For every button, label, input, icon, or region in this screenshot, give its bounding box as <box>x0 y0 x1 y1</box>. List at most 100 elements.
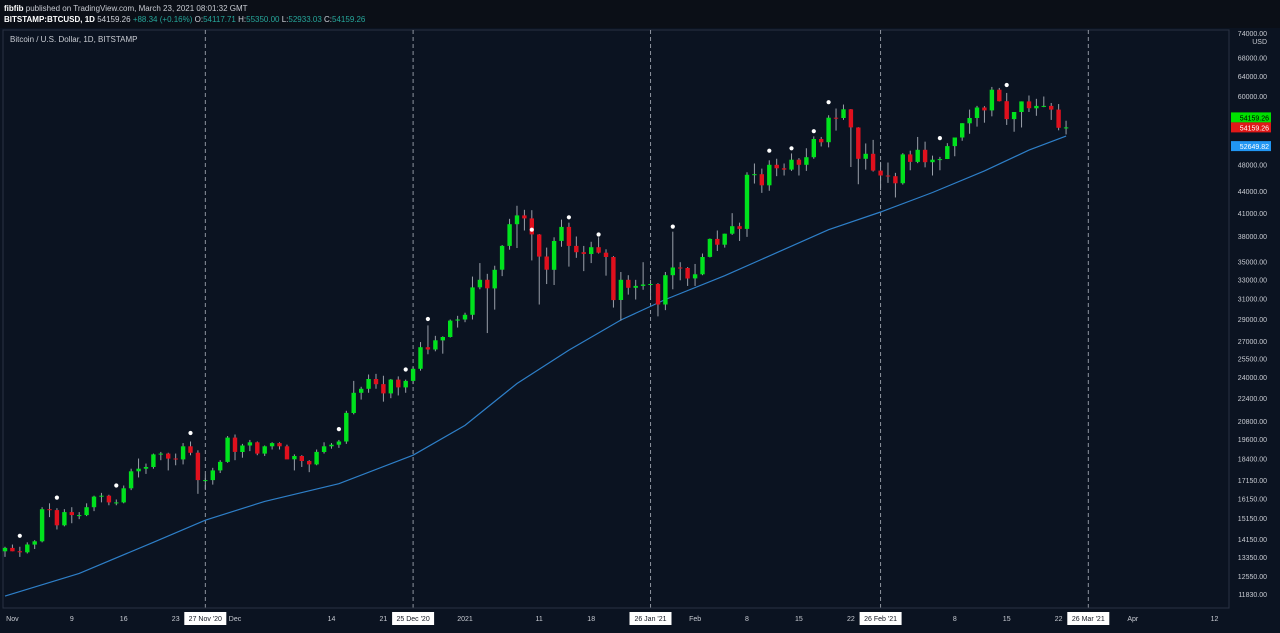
candle-up <box>841 109 846 118</box>
candle-down <box>106 495 112 503</box>
moving-average-line <box>4 135 1067 597</box>
candle-down <box>307 461 312 465</box>
signal-dot <box>425 316 430 322</box>
last-price: 54159.26 <box>97 15 131 24</box>
candle-up <box>633 285 638 288</box>
time-tick-label: 22 <box>1055 616 1063 623</box>
candle-down <box>195 452 201 481</box>
candle-down <box>17 551 22 553</box>
candle-up <box>900 154 905 184</box>
high-value: 55350.00 <box>246 15 280 24</box>
price-tick-label: 11830.00 <box>1238 592 1267 599</box>
signal-dot <box>826 100 831 105</box>
time-tick-label: 8 <box>953 616 957 623</box>
candle-up <box>744 174 750 229</box>
candle-down <box>47 509 52 511</box>
candle-down <box>796 159 802 165</box>
candle-up <box>351 392 356 413</box>
candle-up <box>648 284 653 285</box>
candle-up <box>960 123 965 138</box>
signal-dot <box>403 367 408 372</box>
symbol-label[interactable]: BITSTAMP:BTCUSD, 1D <box>4 15 95 24</box>
candle-up <box>433 340 438 350</box>
price-axis[interactable]: 74000.00USD68000.0064000.0060000.0056000… <box>1228 30 1267 608</box>
candle-down <box>485 279 490 289</box>
candle-up <box>1034 105 1039 109</box>
candle-down <box>544 256 549 270</box>
price-tick-label: 20800.00 <box>1238 419 1267 426</box>
candle-up <box>62 512 67 526</box>
candle-up <box>180 446 186 460</box>
moving-average <box>4 135 1067 597</box>
candle-up <box>210 470 215 481</box>
price-tick-label: 22400.00 <box>1238 396 1267 403</box>
candle-up <box>952 137 957 147</box>
time-tick-label: 18 <box>587 616 595 623</box>
candle-up <box>388 379 393 394</box>
signal-dot <box>1004 82 1009 88</box>
candle-down <box>54 510 60 526</box>
signal-dot <box>811 129 816 134</box>
candle-up <box>1019 101 1024 112</box>
time-tick-label: 23 <box>172 616 180 623</box>
candle-up <box>99 495 104 497</box>
candle-down <box>819 139 824 143</box>
candle-up <box>403 380 408 388</box>
candle-down <box>885 175 891 177</box>
candle-down <box>574 245 579 253</box>
candle-up <box>722 233 727 245</box>
time-tick-label: 2021 <box>457 616 473 623</box>
candle-up <box>114 502 119 504</box>
candle-up <box>470 287 475 315</box>
price-chart[interactable]: Bitcoin / U.S. Dollar, 1D, BITSTAMP 7400… <box>0 28 1280 633</box>
candle-up <box>418 347 423 369</box>
candle-up <box>91 496 97 508</box>
candle-up <box>440 337 445 341</box>
price-tick-label: 33000.00 <box>1238 277 1267 284</box>
candle-down <box>1049 105 1054 110</box>
time-tick-label: 14 <box>328 616 336 623</box>
author-name[interactable]: fibfib <box>4 4 24 13</box>
time-tick-label: 21 <box>380 616 388 623</box>
time-tick-label: Dec <box>229 616 242 623</box>
candle-up <box>618 279 624 300</box>
candle-up <box>240 445 245 452</box>
candle-down <box>69 512 74 516</box>
price-tag-label: 54159.26 <box>1240 125 1269 132</box>
price-tick-label: 44000.00 <box>1238 189 1267 196</box>
candle-up <box>477 279 483 288</box>
price-tick-label: 48000.00 <box>1238 162 1267 169</box>
candle-down <box>529 218 534 235</box>
candle-up <box>1011 112 1017 120</box>
time-tick-label: Feb <box>689 616 701 623</box>
candle-up <box>589 247 594 254</box>
candle-up <box>789 159 794 170</box>
price-tick-label: 64000.00 <box>1238 74 1267 81</box>
price-tag-box <box>1231 112 1271 123</box>
date-marker-label: 25 Dec '20 <box>396 616 429 623</box>
time-tick-label: Apr <box>1127 616 1139 623</box>
candle-down <box>982 107 987 111</box>
date-marker-box <box>392 612 435 625</box>
candle-up <box>700 257 705 275</box>
price-tick-label: 18400.00 <box>1238 457 1267 464</box>
candle-down <box>232 437 238 452</box>
open-label: O: <box>194 15 204 24</box>
price-tick-label: 25500.00 <box>1238 356 1267 363</box>
candle-up <box>314 451 319 465</box>
price-tick-label: 29000.00 <box>1238 317 1267 324</box>
date-marker-box <box>859 612 902 625</box>
candle-up <box>1063 127 1069 129</box>
time-axis[interactable]: Nov 9 16 23 Dec 14 21 2021 11 18 Feb 8 15 22 8 15 22 Apr 1… <box>4 607 1229 625</box>
candle-up <box>663 275 668 305</box>
candle-down <box>759 174 764 186</box>
candle-up <box>121 488 126 503</box>
symbol-line: BITSTAMP:BTCUSD, 1D 54159.26 +88.34 (+0.… <box>4 15 365 25</box>
time-tick-label: 8 <box>745 616 749 623</box>
price-tick-label: 31000.00 <box>1238 297 1267 304</box>
signal-dot <box>789 146 794 151</box>
candle-up <box>247 442 253 446</box>
candle-up <box>143 467 149 469</box>
signal-dot <box>529 227 534 232</box>
candle-up <box>366 379 371 389</box>
